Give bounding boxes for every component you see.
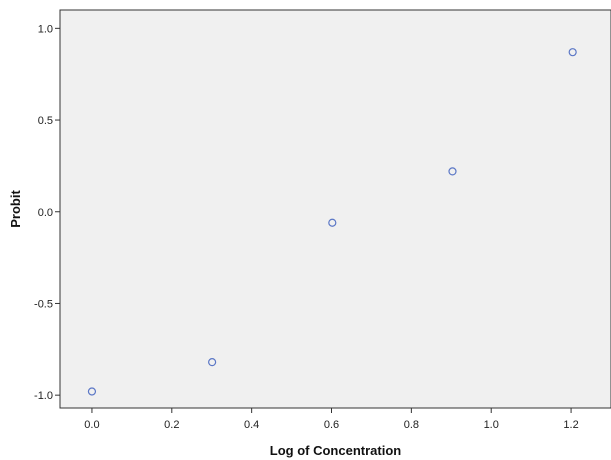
plot-area — [59, 9, 611, 409]
x-tick-label: 1.2 — [563, 419, 578, 431]
y-axis-ticks: 1.0 0.5 0.0 -0.5 -1.0 — [34, 23, 60, 402]
y-tick-label: 0.5 — [38, 115, 53, 127]
y-tick-label: -1.0 — [34, 390, 53, 402]
y-tick-label: 0.0 — [38, 207, 53, 219]
data-point — [328, 218, 337, 227]
x-tick-label: 0.0 — [84, 419, 99, 431]
y-axis-title: Probit — [8, 190, 23, 228]
x-tick-label: 0.4 — [244, 419, 259, 431]
y-tick-label: 1.0 — [38, 23, 53, 35]
x-tick-label: 0.2 — [164, 419, 179, 431]
data-points — [87, 48, 577, 396]
x-axis-ticks: 0.0 0.2 0.4 0.6 0.8 1.0 1.2 — [84, 408, 579, 431]
y-tick-label: -0.5 — [34, 298, 53, 310]
x-axis-title: Log of Concentration — [270, 443, 401, 458]
data-point — [208, 358, 217, 367]
data-point — [448, 167, 457, 176]
data-point — [568, 48, 577, 57]
x-tick-label: 0.8 — [404, 419, 419, 431]
x-tick-label: 1.0 — [484, 419, 499, 431]
x-tick-label: 0.6 — [324, 419, 339, 431]
data-point — [87, 387, 97, 396]
